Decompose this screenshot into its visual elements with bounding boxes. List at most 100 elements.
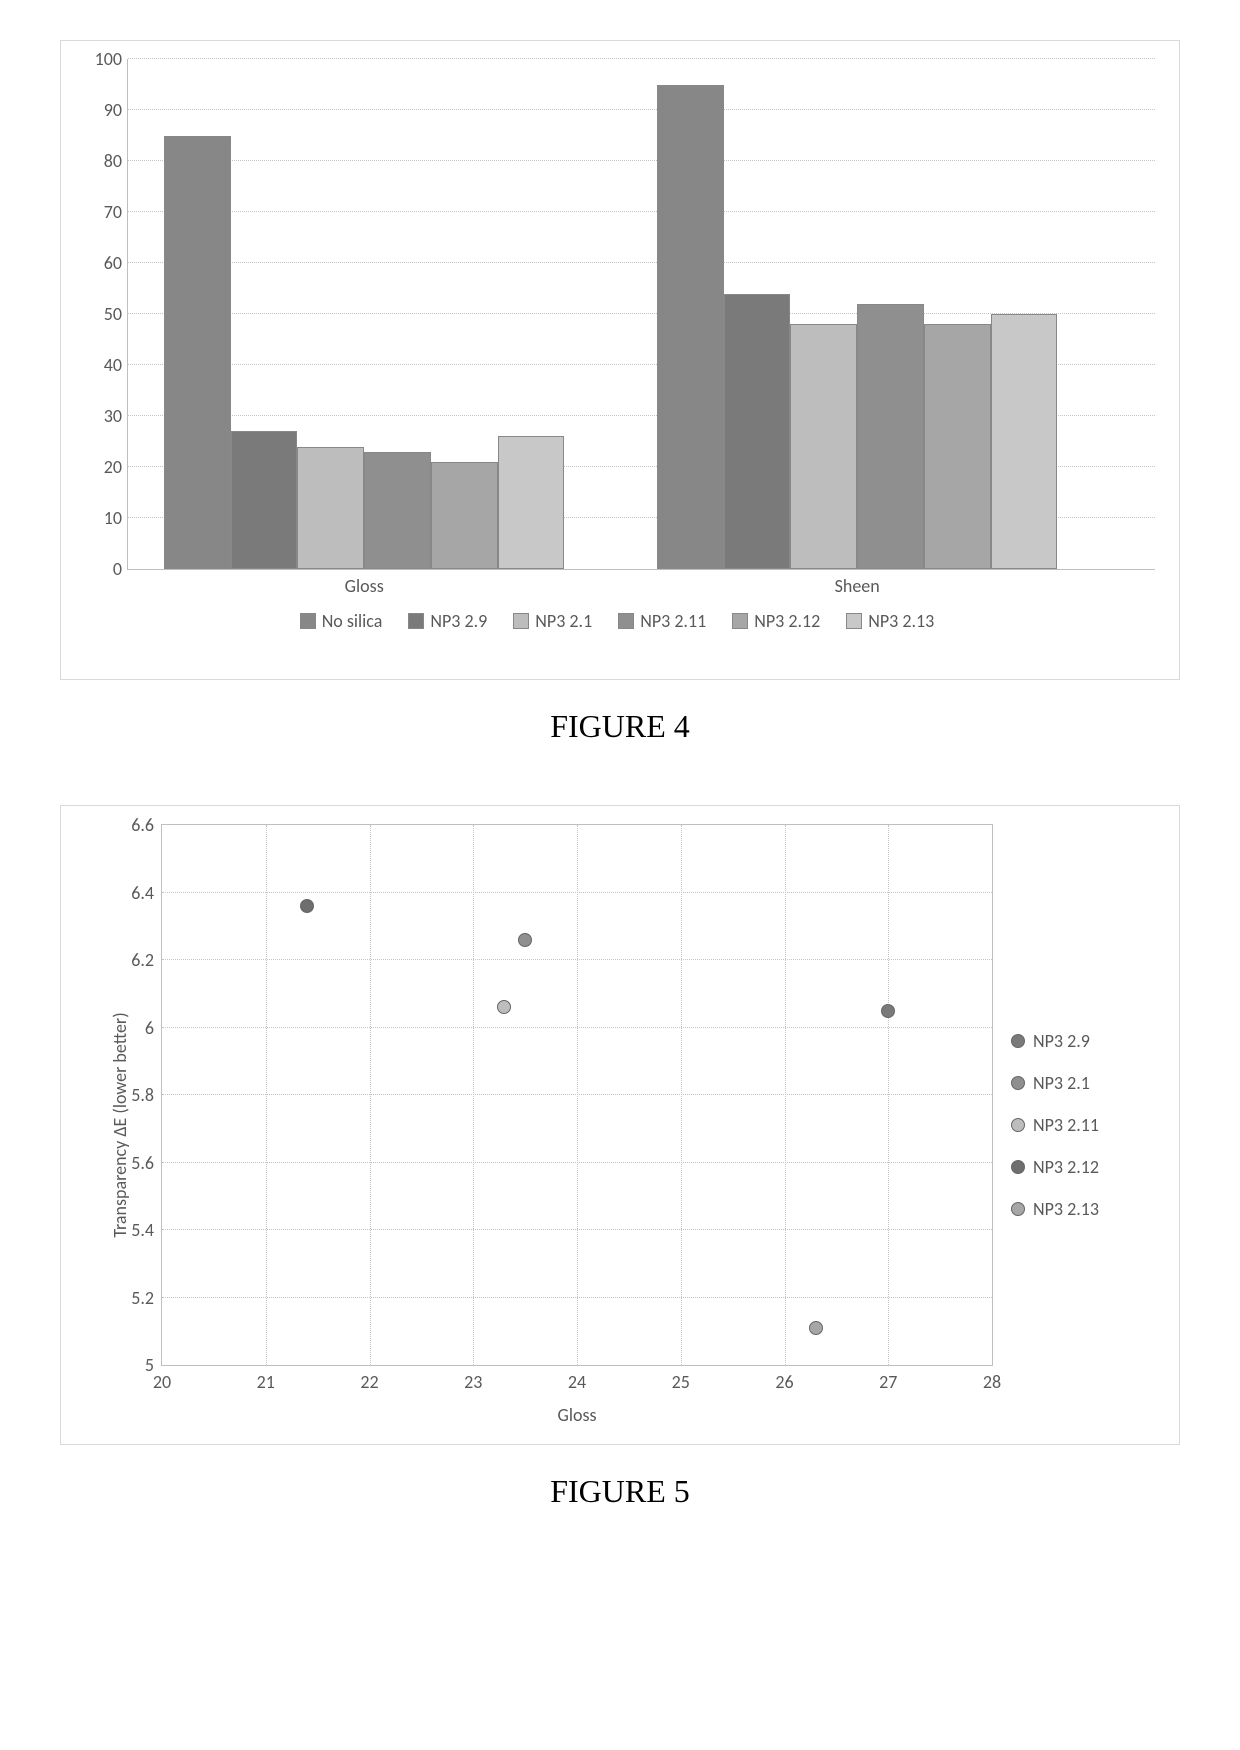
bar-ytick-label: 30: [104, 405, 128, 427]
legend-swatch-icon: [408, 613, 424, 629]
bar-gridline: [128, 211, 1155, 212]
bar: [431, 462, 498, 569]
legend-swatch-icon: [732, 613, 748, 629]
scatter-hgridline: [162, 1094, 992, 1095]
scatter-legend-item: NP3 2.9: [1011, 1030, 1161, 1052]
legend-marker-icon: [1011, 1034, 1025, 1048]
scatter-hgridline: [162, 1297, 992, 1298]
bar-category-label: Gloss: [345, 569, 384, 597]
legend-label: NP3 2.13: [868, 610, 934, 632]
bar-legend-item: NP3 2.13: [846, 610, 934, 632]
bar-ytick-label: 100: [95, 48, 128, 70]
legend-swatch-icon: [846, 613, 862, 629]
bar: [790, 324, 857, 569]
scatter-xlabel: Gloss: [557, 1404, 596, 1426]
figure-4: 0102030405060708090100GlossSheen No sili…: [60, 40, 1180, 745]
scatter-ytick-label: 6: [145, 1017, 162, 1039]
legend-label: NP3 2.1: [1033, 1072, 1090, 1094]
bar-ytick-label: 10: [104, 507, 128, 529]
scatter-point: [881, 1004, 895, 1018]
scatter-point: [518, 933, 532, 947]
bar-category-label: Sheen: [835, 569, 880, 597]
scatter-hgridline: [162, 959, 992, 960]
bar: [498, 436, 565, 569]
bar-ytick-label: 70: [104, 201, 128, 223]
bar-ytick-label: 90: [104, 99, 128, 121]
scatter-point: [300, 899, 314, 913]
legend-label: NP3 2.12: [754, 610, 820, 632]
legend-label: NP3 2.11: [640, 610, 706, 632]
bar: [857, 304, 924, 569]
bar-ytick-label: 60: [104, 252, 128, 274]
scatter-legend-item: NP3 2.13: [1011, 1198, 1161, 1220]
scatter-legend-item: NP3 2.12: [1011, 1156, 1161, 1178]
bar-gridline: [128, 58, 1155, 59]
scatter-point: [809, 1321, 823, 1335]
bar-ytick-label: 20: [104, 456, 128, 478]
legend-swatch-icon: [300, 613, 316, 629]
scatter-hgridline: [162, 1027, 992, 1028]
scatter-legend: NP3 2.9 NP3 2.1 NP3 2.11 NP3 2.12 NP3 2.13: [993, 824, 1161, 1426]
legend-marker-icon: [1011, 1202, 1025, 1216]
scatter-ytick-label: 5.2: [131, 1287, 162, 1309]
scatter-xaxis-row: Gloss: [161, 1366, 993, 1426]
scatter-ytick-label: 5: [145, 1354, 162, 1376]
scatter-ytick-label: 6.6: [131, 814, 162, 836]
scatter-legend-item: NP3 2.1: [1011, 1072, 1161, 1094]
scatter-hgridline: [162, 1229, 992, 1230]
scatter-ylabel: Transparency ΔE (lower better): [109, 1012, 131, 1237]
scatter-vgridline: [577, 825, 578, 1365]
legend-label: NP3 2.13: [1033, 1198, 1099, 1220]
figure-5-caption: FIGURE 5: [60, 1473, 1180, 1510]
scatter-vgridline: [681, 825, 682, 1365]
scatter-vgridline: [888, 825, 889, 1365]
scatter-ytick-label: 5.8: [131, 1084, 162, 1106]
bar-ytick-label: 80: [104, 150, 128, 172]
scatter-ytick-label: 6.2: [131, 949, 162, 971]
bar-plot-area: 0102030405060708090100GlossSheen: [127, 59, 1155, 570]
scatter-legend-item: NP3 2.11: [1011, 1114, 1161, 1136]
bar-ytick-label: 40: [104, 354, 128, 376]
scatter-chart: Transparency ΔE (lower better) 202122232…: [60, 805, 1180, 1445]
scatter-vgridline: [370, 825, 371, 1365]
scatter-yaxis-label-wrap: Transparency ΔE (lower better): [79, 824, 119, 1426]
legend-marker-icon: [1011, 1160, 1025, 1174]
legend-label: NP3 2.1: [535, 610, 592, 632]
bar-ytick-label: 50: [104, 303, 128, 325]
legend-label: NP3 2.9: [1033, 1030, 1090, 1052]
bar-legend-item: NP3 2.11: [618, 610, 706, 632]
scatter-plot-area: 20212223242526272855.25.45.65.866.26.46.…: [161, 824, 993, 1366]
legend-marker-icon: [1011, 1118, 1025, 1132]
scatter-ytick-label: 5.6: [131, 1152, 162, 1174]
scatter-vgridline: [266, 825, 267, 1365]
scatter-ytick-label: 6.4: [131, 882, 162, 904]
bar: [297, 447, 364, 569]
bar: [164, 136, 231, 570]
bar-gridline: [128, 160, 1155, 161]
bar-legend-item: No silica: [300, 610, 383, 632]
bar: [364, 452, 431, 569]
bar: [991, 314, 1058, 569]
bar: [657, 85, 724, 570]
bar-legend-item: NP3 2.12: [732, 610, 820, 632]
bar-legend-item: NP3 2.9: [408, 610, 487, 632]
scatter-vgridline: [785, 825, 786, 1365]
legend-swatch-icon: [513, 613, 529, 629]
legend-label: NP3 2.12: [1033, 1156, 1099, 1178]
bar-chart: 0102030405060708090100GlossSheen No sili…: [60, 40, 1180, 680]
legend-label: NP3 2.9: [430, 610, 487, 632]
bar: [924, 324, 991, 569]
bar-gridline: [128, 109, 1155, 110]
figure-4-caption: FIGURE 4: [60, 708, 1180, 745]
bar-legend-item: NP3 2.1: [513, 610, 592, 632]
scatter-vgridline: [473, 825, 474, 1365]
bar-legend: No silica NP3 2.9 NP3 2.1 NP3 2.11 NP3 2.12 N…: [79, 610, 1155, 632]
bar: [724, 294, 791, 569]
legend-swatch-icon: [618, 613, 634, 629]
bar-ytick-label: 0: [113, 558, 128, 580]
scatter-main: 20212223242526272855.25.45.65.866.26.46.…: [119, 824, 993, 1426]
bar-gridline: [128, 262, 1155, 263]
legend-marker-icon: [1011, 1076, 1025, 1090]
legend-label: NP3 2.11: [1033, 1114, 1099, 1136]
scatter-point: [497, 1000, 511, 1014]
